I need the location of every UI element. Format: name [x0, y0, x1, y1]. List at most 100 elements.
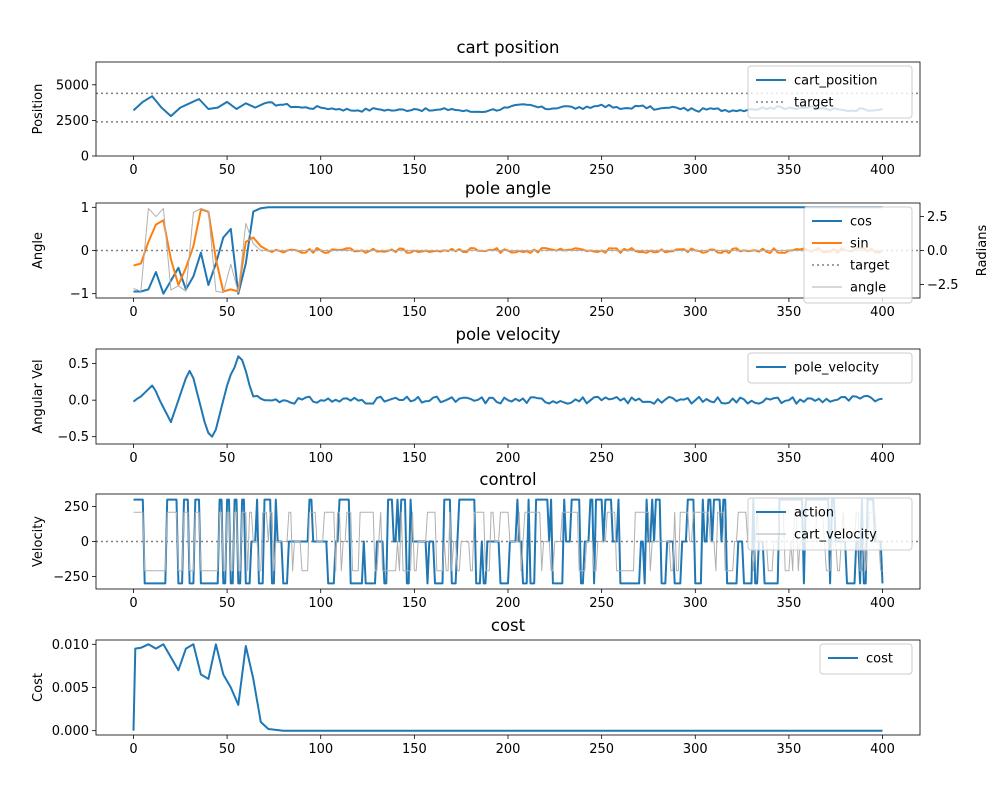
axes-frame [95, 493, 921, 590]
axes-frame [95, 348, 921, 445]
panel-1: pole angle Angle 0 50 100 150 200 250 300 350 400 −… [31, 179, 990, 320]
legend-box [803, 206, 913, 304]
x-tick-label: 100 [308, 305, 333, 320]
x-tick-label: 50 [219, 596, 236, 611]
legend-label: target [850, 259, 890, 274]
x-tick-label: 250 [589, 596, 614, 611]
y-tick-label: 0.005 [52, 681, 89, 696]
legend-label: pole_velocity [794, 361, 879, 376]
x-tick-label: 250 [589, 451, 614, 466]
x-tick-label: 200 [496, 742, 521, 757]
panel-title: control [479, 470, 536, 489]
y-tick-label: 0.010 [52, 638, 89, 653]
axes-frame [95, 61, 921, 157]
x-tick-label: 50 [219, 742, 236, 757]
panel-3: control Velocity 0 50 100 150 200 250 300 350 400 −… [31, 470, 921, 611]
x-tick-label: 350 [776, 596, 801, 611]
y2-axis-label: Radians [975, 224, 990, 276]
y-tick-label: −250 [53, 570, 89, 585]
legend-box [747, 352, 913, 384]
y-tick-label: 1 [81, 201, 89, 216]
x-tick-label: 300 [683, 596, 708, 611]
y-tick-label: 0.5 [68, 357, 89, 372]
x-tick-label: 100 [308, 596, 333, 611]
y2-tick-label: 0.0 [927, 244, 948, 259]
x-tick-label: 150 [402, 305, 427, 320]
legend-label: action [794, 506, 834, 521]
y-tick-label: 2500 [56, 114, 89, 129]
y-tick-label: 0.000 [52, 724, 89, 739]
x-tick-label: 50 [219, 451, 236, 466]
x-tick-label: 350 [776, 305, 801, 320]
x-tick-label: 250 [589, 305, 614, 320]
y-tick-label: 5000 [56, 78, 89, 93]
axes-frame [95, 639, 921, 736]
y-axis-label: Position [31, 84, 46, 135]
y-tick-label: 0 [81, 244, 89, 259]
x-tick-label: 250 [589, 163, 614, 178]
x-tick-label: 350 [776, 742, 801, 757]
panel-4: cost Cost 0 50 100 150 200 250 300 350 400 0.000 0.0… [31, 616, 921, 757]
y2-tick-label: −2.5 [927, 278, 959, 293]
x-tick-label: 200 [496, 163, 521, 178]
panel-title: cart position [456, 38, 559, 57]
x-tick-label: 400 [870, 305, 895, 320]
x-tick-label: 400 [870, 163, 895, 178]
x-tick-label: 400 [870, 451, 895, 466]
legend-label: cos [850, 215, 872, 230]
series-line-pole_velocity [132, 355, 883, 438]
legend-label: cost [866, 652, 893, 667]
y-tick-label: 0.0 [68, 394, 89, 409]
series-line-angle [133, 207, 883, 294]
x-tick-label: 150 [402, 451, 427, 466]
x-tick-label: 150 [402, 596, 427, 611]
panel-title: pole velocity [455, 325, 560, 344]
x-tick-label: 100 [308, 163, 333, 178]
x-tick-label: 100 [308, 742, 333, 757]
y-tick-label: −1 [70, 287, 89, 302]
x-tick-label: 50 [219, 305, 236, 320]
x-tick-label: 350 [776, 163, 801, 178]
plot-area [132, 643, 883, 732]
legend-box [747, 65, 913, 119]
x-tick-label: 200 [496, 596, 521, 611]
x-tick-label: 350 [776, 451, 801, 466]
x-tick-label: 0 [129, 305, 137, 320]
panel-2: pole velocity Angular Vel 0 50 100 150 200 250 3… [31, 325, 921, 466]
legend-box [819, 643, 913, 675]
axes-frame [95, 202, 921, 299]
plot-area [96, 206, 920, 295]
y-axis-label: Velocity [31, 516, 46, 567]
y-axis-label: Angle [31, 232, 46, 269]
x-tick-label: 300 [683, 451, 708, 466]
y-axis-label: Cost [31, 673, 46, 702]
y-axis-label: Angular Vel [31, 359, 46, 433]
y-tick-label: 250 [64, 500, 89, 515]
legend-label: cart_velocity [794, 528, 877, 543]
legend-box [747, 497, 913, 551]
x-tick-label: 400 [870, 596, 895, 611]
x-tick-label: 200 [496, 305, 521, 320]
x-tick-label: 300 [683, 163, 708, 178]
x-tick-label: 100 [308, 451, 333, 466]
x-tick-label: 0 [129, 742, 137, 757]
series-line-cost [132, 643, 883, 732]
x-tick-label: 300 [683, 742, 708, 757]
x-tick-label: 250 [589, 742, 614, 757]
y2-tick-label: 2.5 [927, 210, 948, 225]
y-tick-label: −0.5 [57, 430, 89, 445]
legend-label: target [794, 96, 834, 111]
panel-title: pole angle [465, 179, 551, 198]
panel-0: cart position Position 0 50 100 150 200 250 300 3… [31, 38, 921, 178]
x-tick-label: 0 [129, 163, 137, 178]
legend-label: angle [850, 281, 886, 296]
series-line-cos [133, 206, 883, 295]
legend-label: sin [850, 237, 869, 252]
x-tick-label: 50 [219, 163, 236, 178]
x-tick-label: 200 [496, 451, 521, 466]
x-tick-label: 0 [129, 451, 137, 466]
series-line-sin [133, 208, 883, 293]
x-tick-label: 400 [870, 742, 895, 757]
plot-area [132, 355, 883, 438]
x-tick-label: 0 [129, 596, 137, 611]
